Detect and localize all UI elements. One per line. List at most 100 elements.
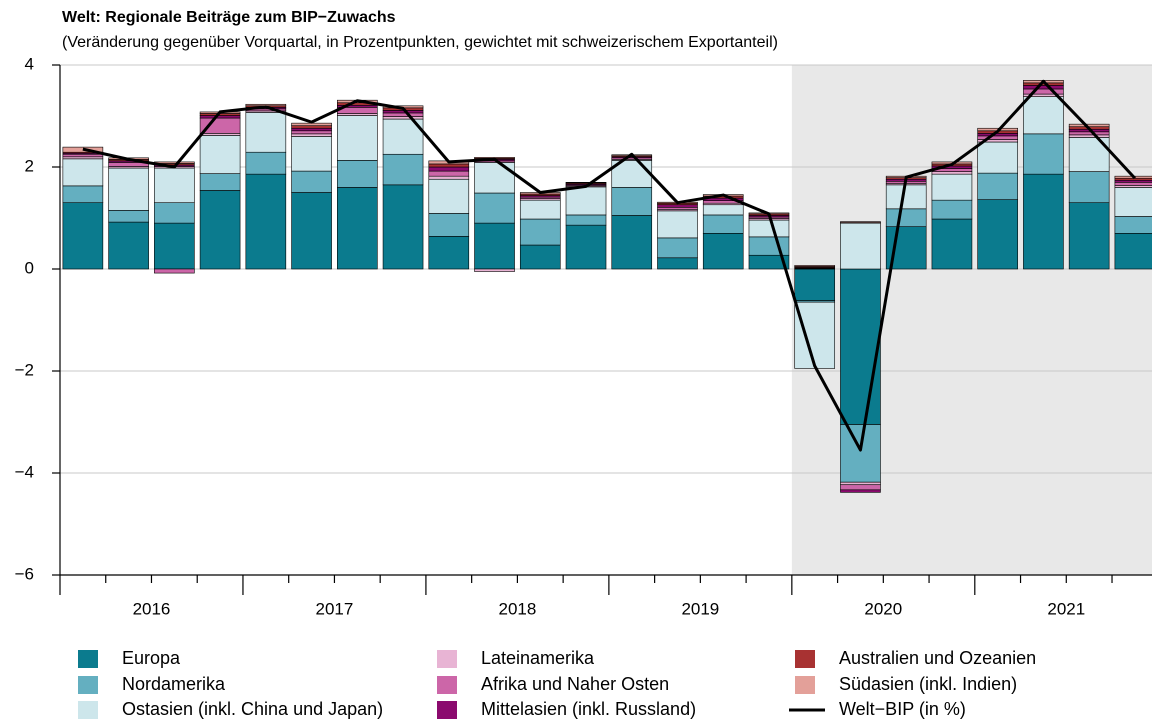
bar-segment <box>657 204 698 208</box>
bar-segment <box>1114 182 1152 186</box>
bar-segment <box>565 214 607 226</box>
x-group-label: 2016 <box>133 599 171 618</box>
bar-segment <box>291 127 332 132</box>
bar-segment <box>291 136 332 172</box>
legend-label: Mittelasien (inkl. Russland) <box>481 699 696 719</box>
bar-segment <box>840 222 881 270</box>
bar-segment <box>977 135 1018 140</box>
legend-swatch <box>78 650 98 668</box>
bar-segment <box>62 158 104 187</box>
bar-segment <box>382 116 424 120</box>
bar-segment <box>428 175 470 180</box>
bar-segment <box>702 214 744 234</box>
line-series <box>82 79 1136 452</box>
legend-label: Afrika und Naher Osten <box>481 674 669 694</box>
bar-segment <box>931 173 973 201</box>
y-tick-label: −6 <box>15 564 34 583</box>
bar-segment <box>337 160 378 188</box>
legend-swatch <box>78 701 98 719</box>
bar-segment <box>931 171 973 175</box>
bar-segment <box>382 110 424 114</box>
bar-segment <box>428 163 470 168</box>
bar-segment <box>931 218 973 270</box>
legend-label: Lateinamerika <box>481 648 595 668</box>
bar-segment <box>931 199 973 220</box>
bar-segment <box>1114 216 1152 234</box>
bar-segment <box>382 184 424 270</box>
bar-segment <box>154 222 195 270</box>
bar-segment <box>1023 133 1064 175</box>
bar-segment <box>62 156 104 160</box>
bar-segment <box>428 213 470 237</box>
bar-segment <box>565 224 607 270</box>
legend-label: Welt−BIP (in %) <box>839 699 966 719</box>
bar-segment <box>62 185 104 203</box>
bar-segment <box>840 268 881 425</box>
legend-swatch <box>437 676 457 694</box>
bar-segment <box>1068 131 1110 136</box>
y-tick-label: −4 <box>15 462 34 481</box>
legend-swatch <box>437 701 457 719</box>
bar-segment <box>291 192 332 270</box>
bar-segment <box>337 187 378 270</box>
bar-segment <box>1068 202 1110 270</box>
chart-title: Welt: Regionale Beiträge zum BIP−Zuwachs <box>62 9 396 26</box>
bar-segment <box>199 133 241 136</box>
bar-segment <box>428 178 470 214</box>
bar-segment <box>1023 85 1064 90</box>
bar-segment <box>154 202 195 224</box>
bar-segment <box>1114 187 1152 217</box>
legend-swatch <box>437 650 457 668</box>
legend-label: Europa <box>122 648 181 668</box>
legend-label: Nordamerika <box>122 674 226 694</box>
bar-segment <box>885 208 927 227</box>
bar-segment <box>840 221 881 223</box>
bar-segment <box>977 172 1018 200</box>
bar-segment <box>337 113 378 116</box>
legend-swatch <box>78 676 98 694</box>
bar-segment <box>245 151 287 175</box>
bar-segment <box>199 115 241 119</box>
bar-segment <box>519 199 561 220</box>
legend-label: Ostasien (inkl. China und Japan) <box>122 699 383 719</box>
bar-segment <box>702 204 744 216</box>
bar-segment <box>794 265 836 267</box>
bar-segment <box>885 184 927 210</box>
bar-segment <box>199 173 241 191</box>
bar-segment <box>519 244 561 270</box>
bar-segment <box>840 489 881 493</box>
bar-segment <box>657 257 698 270</box>
bar-segment <box>611 215 653 270</box>
bar-segment <box>657 206 698 210</box>
y-tick-label: −2 <box>15 360 34 379</box>
bar-segment <box>337 115 378 161</box>
bar-segment <box>1023 88 1064 95</box>
bar-segment <box>1068 134 1110 138</box>
bar-segment <box>108 221 149 270</box>
bar-segment <box>382 112 424 117</box>
bar-segment <box>977 133 1018 137</box>
bar-segment <box>154 167 195 204</box>
bar-segment <box>474 222 515 270</box>
bar-segment <box>428 170 470 177</box>
bar-segment <box>428 166 470 172</box>
bar-segment <box>748 219 790 238</box>
bar-segment <box>474 192 515 224</box>
bar-segment <box>977 199 1018 270</box>
legend-swatch <box>795 650 815 668</box>
bar-segment <box>1114 233 1152 270</box>
bar-segment <box>1068 123 1110 128</box>
bar-segment <box>565 182 607 184</box>
bar-segment <box>1114 179 1152 183</box>
bar-segment <box>154 268 195 274</box>
bar-segment <box>474 268 515 272</box>
bar-segment <box>291 125 332 129</box>
x-group-label: 2018 <box>498 599 536 618</box>
bar-segment <box>382 153 424 186</box>
bar-segment <box>474 162 515 194</box>
bar-segment <box>1114 185 1152 188</box>
bar-segment <box>1023 96 1064 135</box>
bar-segment <box>108 210 149 223</box>
bar-segment <box>519 218 561 246</box>
